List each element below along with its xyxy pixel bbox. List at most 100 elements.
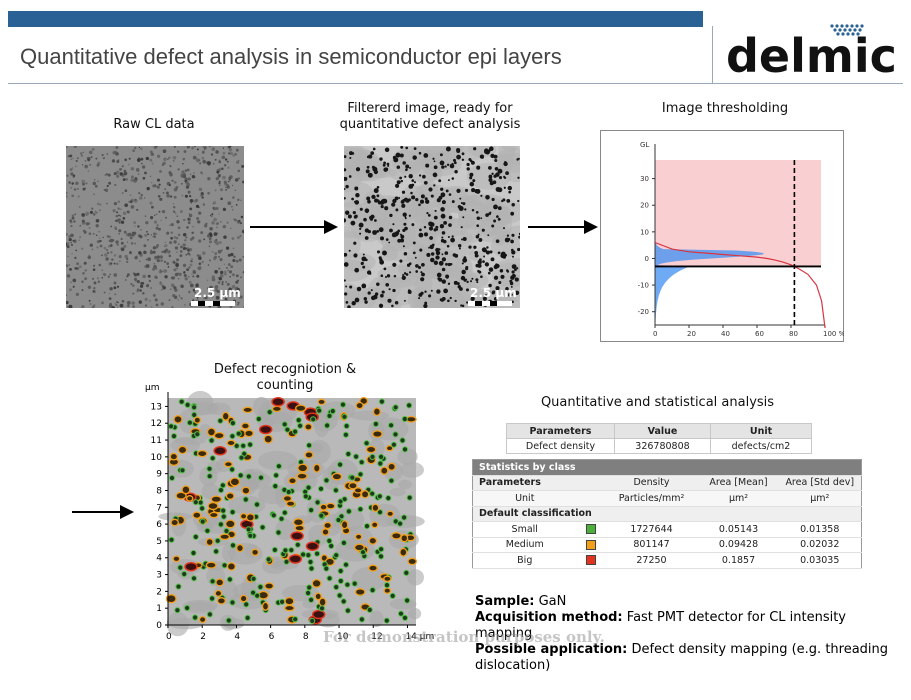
filtered-dot — [365, 169, 370, 174]
filtered-dot — [430, 289, 433, 292]
filtered-texture — [430, 240, 476, 257]
raw-speckle — [149, 150, 153, 154]
filtered-dot — [433, 215, 438, 220]
raw-speckle — [152, 250, 156, 254]
class-row-big: Big 27250 0.1857 0.03035 — [472, 552, 862, 569]
raw-speckle — [111, 159, 116, 163]
small-defect — [245, 526, 252, 533]
medium-defect — [271, 405, 282, 413]
raw-speckle — [75, 165, 77, 168]
raw-speckle — [155, 303, 159, 307]
raw-speckle — [150, 182, 153, 184]
filtered-dot — [488, 291, 491, 294]
small-defect — [342, 561, 350, 568]
raw-speckle — [98, 231, 100, 233]
raw-speckle — [138, 191, 141, 195]
raw-speckle — [197, 220, 201, 224]
raw-speckle — [242, 255, 244, 258]
medium-defect — [214, 589, 223, 597]
raw-speckle — [208, 146, 212, 148]
raw-speckle — [79, 236, 81, 238]
raw-speckle — [208, 245, 211, 248]
filtered-dot — [491, 291, 495, 295]
small-defect — [194, 431, 201, 438]
raw-speckle — [95, 224, 99, 228]
small-defect — [275, 463, 282, 470]
small-defect — [351, 580, 358, 587]
raw-speckle — [90, 156, 93, 158]
filtered-dot — [376, 194, 380, 198]
filtered-dot — [435, 225, 439, 229]
application-label: Possible application: — [475, 642, 628, 657]
raw-speckle — [173, 236, 177, 239]
y-tick-label: 6 — [156, 520, 162, 530]
raw-speckle — [112, 209, 116, 213]
raw-speckle — [71, 214, 75, 218]
raw-speckle — [162, 286, 166, 290]
filtered-dot — [493, 275, 499, 280]
raw-speckle — [154, 298, 158, 302]
small-defect — [401, 415, 408, 423]
raw-speckle — [131, 301, 135, 305]
filtered-dot — [419, 228, 422, 232]
raw-speckle — [134, 242, 136, 245]
raw-speckle — [227, 263, 231, 267]
filtered-dot — [361, 283, 367, 289]
raw-speckle — [185, 247, 188, 250]
medium-defect — [170, 518, 179, 527]
small-defect — [229, 599, 236, 606]
raw-speckle — [114, 183, 117, 187]
raw-speckle — [142, 274, 146, 279]
raw-speckle — [72, 278, 77, 283]
raw-speckle — [149, 158, 152, 162]
filtered-dot — [378, 303, 384, 308]
raw-speckle — [96, 277, 100, 280]
raw-speckle — [170, 236, 173, 240]
raw-speckle — [81, 289, 84, 292]
raw-speckle — [91, 248, 94, 251]
raw-speckle — [115, 304, 118, 306]
raw-speckle — [230, 265, 234, 269]
y-tick-label: 20 — [640, 202, 649, 210]
raw-speckle — [93, 264, 96, 267]
raw-speckle — [207, 176, 211, 181]
filtered-dot — [482, 260, 485, 263]
raw-speckle — [71, 194, 75, 198]
raw-speckle — [167, 266, 170, 268]
filtered-dot — [380, 274, 384, 278]
raw-speckle — [182, 243, 186, 247]
raw-speckle — [101, 269, 103, 271]
filtered-dot — [448, 215, 453, 220]
raw-speckle — [216, 170, 220, 174]
class-row-small: Small 1727644 0.05143 0.01358 — [472, 521, 862, 538]
raw-speckle — [72, 239, 75, 242]
raw-speckle — [121, 174, 125, 177]
filtered-dot — [465, 267, 469, 271]
raw-speckle — [152, 293, 156, 297]
small-defect — [250, 589, 257, 596]
raw-speckle — [225, 186, 227, 189]
filtered-dot — [503, 175, 506, 178]
filtered-dot — [506, 269, 509, 272]
medium-defect — [213, 431, 225, 440]
small-defect — [309, 617, 316, 624]
raw-speckle — [144, 304, 148, 307]
small-defect — [323, 565, 330, 572]
raw-speckle — [227, 201, 232, 206]
filtered-dot — [453, 158, 456, 162]
small-defect — [285, 488, 292, 496]
class-header-mean: Area [Mean] — [698, 475, 779, 491]
recognition-texture — [222, 617, 245, 630]
raw-speckle — [215, 238, 218, 242]
raw-speckle — [134, 146, 137, 150]
small-defect — [179, 467, 186, 474]
raw-speckle — [116, 160, 120, 164]
filtered-dot — [402, 212, 407, 217]
threshold-region — [655, 159, 821, 267]
raw-speckle — [128, 200, 130, 203]
filtered-dot — [497, 206, 502, 211]
raw-speckle — [104, 174, 106, 176]
medium-defect — [206, 427, 216, 437]
small-defect — [184, 401, 191, 408]
raw-speckle — [211, 251, 214, 253]
